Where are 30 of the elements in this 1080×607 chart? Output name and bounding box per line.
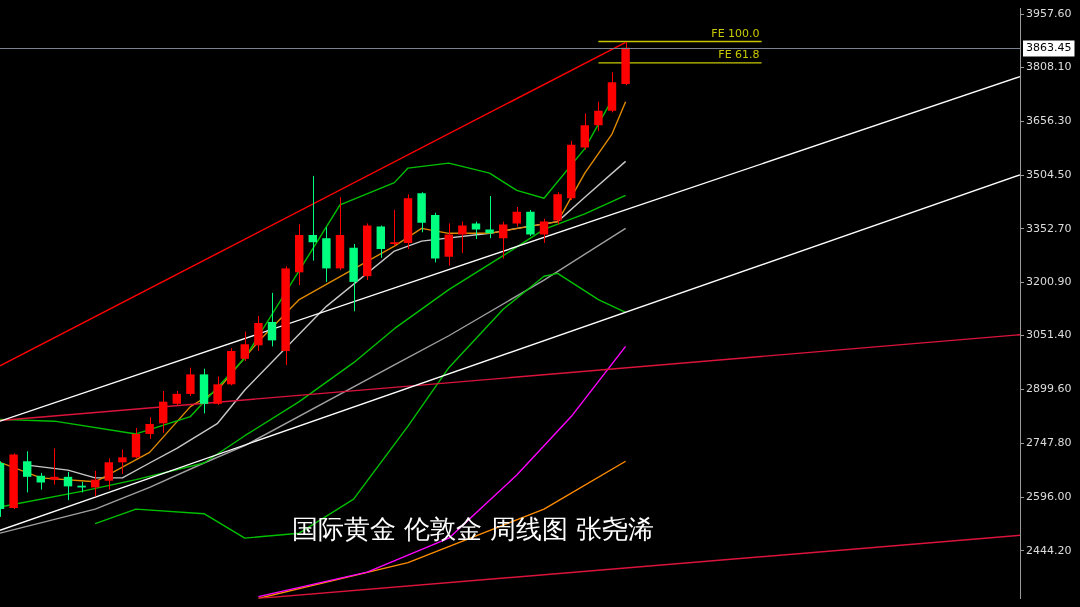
candlestick xyxy=(50,447,59,486)
candlestick xyxy=(213,376,222,406)
candlestick xyxy=(390,209,399,247)
candlestick xyxy=(9,452,18,510)
y-tick-label: 3808.10 xyxy=(1026,60,1072,74)
y-tick-label: 3200.90 xyxy=(1026,275,1072,289)
candlestick xyxy=(322,226,331,283)
candlestick xyxy=(417,191,426,233)
y-tick-label: 3504.50 xyxy=(1026,167,1072,181)
candlestick xyxy=(485,195,494,239)
candlestick xyxy=(254,315,263,352)
y-tick-label: 3957.60 xyxy=(1026,7,1072,21)
y-tick-label: 2596.00 xyxy=(1026,489,1072,503)
y-tick-label: 2747.80 xyxy=(1026,436,1072,450)
candlestick xyxy=(349,243,358,312)
candlestick xyxy=(186,367,195,397)
series-label: FE 100.0 xyxy=(711,26,760,40)
series-label: FE 61.8 xyxy=(718,48,760,62)
candlestick xyxy=(145,416,154,440)
y-tick-label: 2899.60 xyxy=(1026,382,1072,396)
candlestick xyxy=(594,101,603,132)
ref-line-label: 3863.45 xyxy=(1026,41,1072,55)
candlestick xyxy=(281,265,290,366)
candlestick xyxy=(553,191,562,225)
candlestick xyxy=(526,209,535,237)
y-tick-label: 3656.30 xyxy=(1026,114,1072,128)
candlestick xyxy=(118,449,127,475)
y-tick-label: 3352.70 xyxy=(1026,221,1072,235)
y-tick-label: 2444.20 xyxy=(1026,543,1072,557)
y-tick-label: 3051.40 xyxy=(1026,328,1072,342)
